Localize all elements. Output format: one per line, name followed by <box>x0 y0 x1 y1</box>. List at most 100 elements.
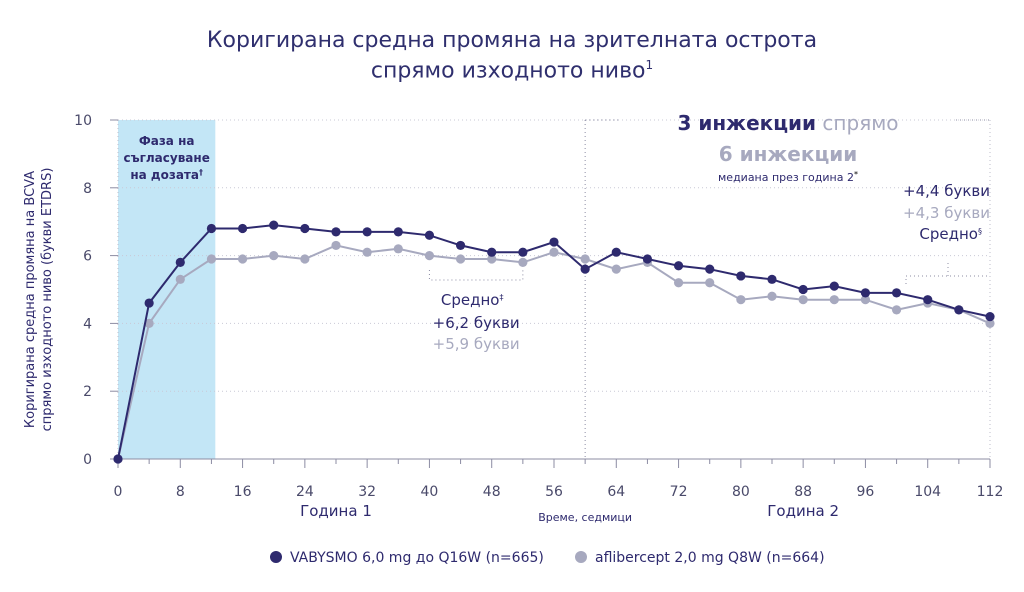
series-1-point <box>175 274 185 284</box>
series-0-point <box>829 281 839 291</box>
series-1-point <box>611 264 621 274</box>
series-1-point <box>518 257 528 267</box>
series-1-point <box>829 295 839 305</box>
series-0-point <box>954 305 964 315</box>
x-tick-label: 40 <box>421 484 439 500</box>
x-tick-label: 112 <box>977 484 1004 500</box>
series-1-point <box>549 247 559 257</box>
series-0-point <box>673 261 684 271</box>
series-1-point <box>705 278 715 288</box>
dose-titration-region <box>118 120 216 459</box>
y-tick-label: 6 <box>83 249 92 265</box>
x-tick-label: 24 <box>296 484 314 500</box>
series-0-point <box>580 264 590 274</box>
series-1-point <box>237 254 248 264</box>
series-1-point <box>860 295 871 305</box>
y-axis-title-line2: спрямо изходното ниво (букви ETDRS) <box>40 168 55 432</box>
series-0-point <box>705 264 715 274</box>
series-0-point <box>923 295 933 305</box>
year-label: Година 1 <box>300 502 372 520</box>
y-axis-title: Коригирана средна промяна на BCVA спрямо … <box>23 168 55 432</box>
series-0-point <box>455 240 466 251</box>
series-line-1 <box>117 244 991 460</box>
series-line-0 <box>117 224 991 460</box>
year2-header-line1: 3 инжекции спрямо <box>677 111 898 135</box>
series-0-point <box>331 227 341 237</box>
dose-titration-label-line: на дозата† <box>130 168 203 182</box>
series-1-point <box>424 251 435 261</box>
y-tick-label: 0 <box>83 452 92 468</box>
year1-mean-bracket <box>428 270 524 281</box>
series-0-point <box>424 230 435 240</box>
y-tick-label: 8 <box>83 181 92 197</box>
year1-mean-value2: +5,9 букви <box>433 335 520 353</box>
series-1-point <box>331 240 341 251</box>
series-0-point <box>487 247 497 257</box>
series-1-point <box>673 278 684 288</box>
series-1-point <box>487 254 497 264</box>
x-tick-label: 80 <box>732 484 750 500</box>
x-tick-label: 16 <box>234 484 252 500</box>
year2-header-line3: медиана през година 2* <box>718 170 858 184</box>
series-0-point <box>767 274 777 284</box>
series-1-point <box>300 254 310 264</box>
legend-label-1: aflibercept 2,0 mg Q8W (n=664) <box>595 550 825 566</box>
title-superscript: 1 <box>645 58 654 72</box>
series-0-point <box>269 220 279 230</box>
series-1-point <box>455 254 466 264</box>
series-1-point <box>985 318 995 328</box>
year1-mean-value1: +6,2 букви <box>433 314 520 332</box>
series-1-point <box>269 251 279 261</box>
y-axis-title-line1: Коригирана средна промяна на BCVA <box>23 171 38 428</box>
series-0-point <box>237 223 248 234</box>
series-1-point <box>736 295 746 305</box>
series-0-point <box>206 223 217 234</box>
series-0-point <box>300 223 310 234</box>
legend-marker-0 <box>270 551 282 563</box>
year2-mean-bracket <box>905 275 990 284</box>
series-0-point <box>736 271 746 281</box>
year2-mean-value2: +4,3 букви <box>903 204 990 222</box>
series-0-point <box>860 288 871 298</box>
dose-titration-label-line: Фаза на <box>139 134 195 148</box>
series-0-point <box>611 247 621 257</box>
series-0-point <box>393 227 403 237</box>
year2-mean-label: Средно§ <box>919 225 982 243</box>
series-0-point <box>642 254 653 264</box>
legend-marker-1 <box>575 551 587 563</box>
x-tick-label: 48 <box>483 484 501 500</box>
year-label: Година 2 <box>767 502 839 520</box>
x-tick-label: 32 <box>358 484 376 500</box>
series-0-point <box>798 284 808 295</box>
x-tick-label: 64 <box>607 484 625 500</box>
series-1-point <box>393 244 403 254</box>
series-0-point <box>144 298 154 308</box>
x-tick-label: 72 <box>670 484 688 500</box>
series-0-point <box>891 288 902 298</box>
x-tick-label: 0 <box>114 484 123 500</box>
series-0-point <box>985 312 995 322</box>
x-tick-label: 8 <box>176 484 185 500</box>
year1-mean-label: Средно‡ <box>441 291 504 309</box>
series-0-point <box>549 237 559 247</box>
series-0-point <box>362 227 372 237</box>
y-tick-label: 2 <box>83 384 92 400</box>
x-tick-label: 104 <box>914 484 941 500</box>
series-1-point <box>580 254 590 264</box>
x-tick-label: 96 <box>857 484 875 500</box>
series-1-point <box>362 247 372 257</box>
series-1-point <box>798 295 808 305</box>
chart-title-line2: спрямо изходното ниво1 <box>370 58 654 84</box>
year2-header-line2: 6 инжекции <box>719 142 858 166</box>
chart-title-line1: Коригирана средна промяна на зрителната … <box>206 28 818 53</box>
dose-titration-label-line: съгласуване <box>123 151 209 165</box>
series-1-point <box>144 318 154 328</box>
x-axis-label: Време, седмици <box>538 511 632 524</box>
y-tick-label: 4 <box>83 316 92 332</box>
series-0-point <box>518 247 528 257</box>
legend-label-0: VABYSMO 6,0 mg до Q16W (n=665) <box>290 550 544 566</box>
series-1-point <box>767 291 777 301</box>
year2-mean-value1: +4,4 букви <box>903 182 990 200</box>
